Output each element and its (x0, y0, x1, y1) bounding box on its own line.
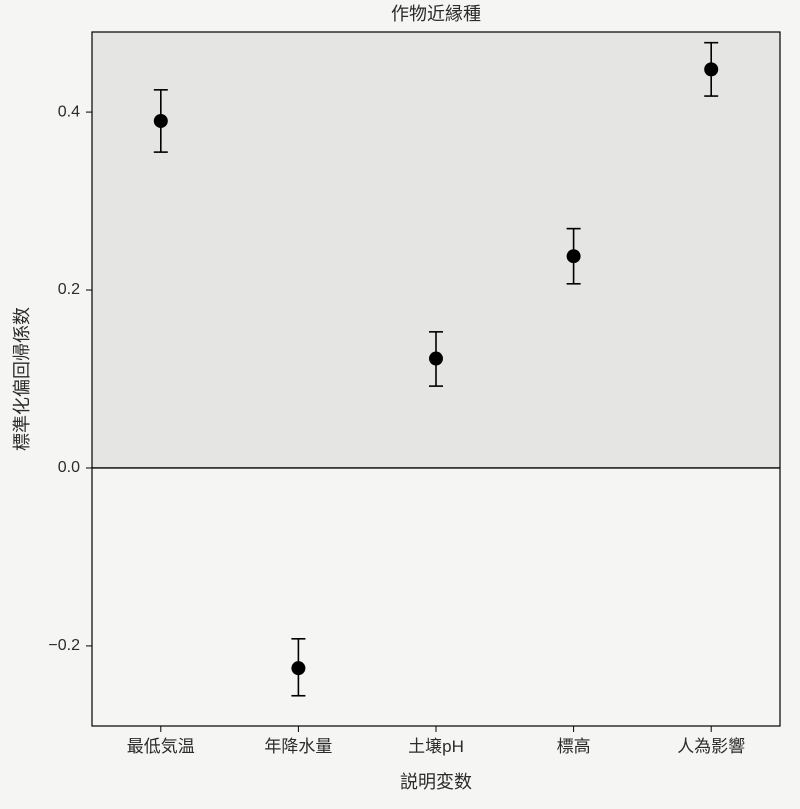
x-tick-label: 人為影響 (677, 737, 745, 756)
x-tick-label: 最低気温 (127, 737, 195, 756)
shaded-positive-region (92, 32, 780, 468)
y-tick-label: −0.2 (48, 637, 80, 654)
x-tick-label: 標高 (557, 737, 591, 756)
y-tick-label: 0.2 (58, 281, 80, 298)
y-tick-label: 0.0 (58, 459, 80, 476)
y-tick-label: 0.4 (58, 103, 80, 120)
x-tick-label: 年降水量 (264, 737, 332, 756)
chart-container: −0.2 0.0 0.2 0.4 最低気温 年降水量 土壌pH 標高 人為影響 作物近縁種説明変数… (0, 0, 800, 809)
errorbar-chart: −0.2 0.0 0.2 0.4 最低気温 年降水量 土壌pH 標高 人為影響 作物近縁種説明変数… (0, 0, 800, 809)
x-tick-label: 土壌pH (408, 737, 464, 756)
y-axis-label: 標準化偏回帰係数 (12, 307, 32, 451)
chart-title: 作物近縁種 (391, 4, 481, 24)
x-axis-label: 説明変数 (400, 772, 472, 792)
data-point (291, 639, 305, 696)
